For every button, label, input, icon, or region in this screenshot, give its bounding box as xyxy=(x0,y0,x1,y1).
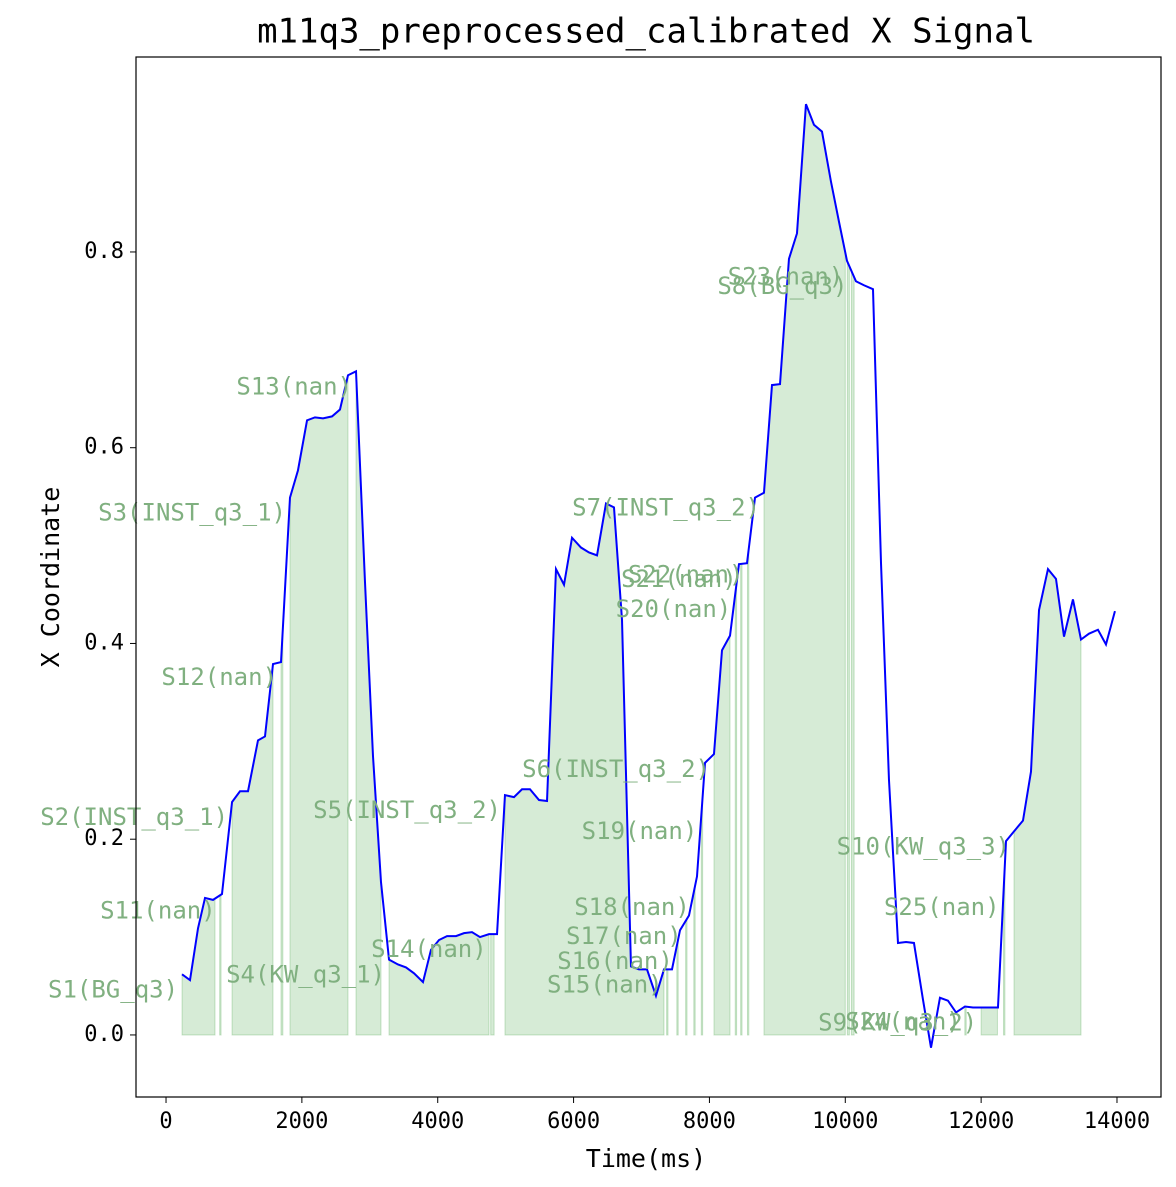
segment-label: S14(nan) xyxy=(371,935,487,963)
segment-label: S15(nan) xyxy=(547,970,663,998)
x-tick-label: 12000 xyxy=(948,1109,1014,1134)
segment-label: S20(nan) xyxy=(616,595,732,623)
segment-area xyxy=(685,916,688,1036)
segment-area xyxy=(666,968,669,1036)
segment-area xyxy=(740,563,743,1036)
segment-label: S19(nan) xyxy=(582,817,698,845)
segment-area xyxy=(850,270,855,1036)
y-axis-label: X Coordinate xyxy=(36,487,65,668)
segment-label: S24(nan) xyxy=(845,1008,961,1036)
x-tick-label: 10000 xyxy=(812,1109,878,1134)
segment-label: S9(KW_q3_2) xyxy=(818,1009,977,1037)
signal-line xyxy=(181,103,1116,1048)
segment-area xyxy=(289,375,349,1036)
segment-area xyxy=(763,103,846,1036)
x-tick-label: 2000 xyxy=(275,1109,328,1134)
segment-area xyxy=(490,933,495,1036)
segment-label: S18(nan) xyxy=(574,893,690,921)
segment-label: S11(nan) xyxy=(100,897,216,925)
x-tick-label: 6000 xyxy=(547,1109,600,1134)
segment-area xyxy=(676,939,679,1036)
segment-label: S8(BG_q3) xyxy=(717,272,847,300)
segment-label: S25(nan) xyxy=(884,893,1000,921)
segment-area xyxy=(219,893,222,1036)
segment-label: S23(nan) xyxy=(728,263,844,291)
segment-area xyxy=(693,885,696,1036)
segment-label: S12(nan) xyxy=(161,663,277,691)
segment-label: S22(nan) xyxy=(628,560,744,588)
segment-area xyxy=(713,635,731,1036)
segment-label: S2(INST_q3_1) xyxy=(40,803,228,831)
segment-label: S10(KW_q3_3) xyxy=(837,832,1010,860)
segment-label: S13(nan) xyxy=(236,372,352,400)
y-tick-label: 0.8 xyxy=(84,239,124,264)
plot-frame xyxy=(135,56,1162,1098)
y-tick-label: 0.2 xyxy=(84,826,124,851)
segment-area xyxy=(734,583,738,1036)
segment-area xyxy=(700,796,704,1036)
x-axis-label: Time(ms) xyxy=(586,1144,706,1173)
x-tick-label: 8000 xyxy=(683,1109,736,1134)
segment-label: S16(nan) xyxy=(557,947,673,975)
segment-label: S1(BG_q3) xyxy=(48,975,178,1003)
segment-label: S17(nan) xyxy=(566,922,682,950)
chart-title: m11q3_preprocessed_calibrated X Signal xyxy=(257,12,1035,52)
x-tick-label: 4000 xyxy=(411,1109,464,1134)
segment-label: S6(INST_q3_2) xyxy=(522,755,710,783)
segment-label: S3(INST_q3_1) xyxy=(98,499,286,527)
segment-label: S21(nan) xyxy=(621,565,737,593)
segment-area xyxy=(1013,567,1082,1036)
y-tick-label: 0.6 xyxy=(84,435,124,460)
segment-label: S7(INST_q3_2) xyxy=(572,494,760,522)
y-tick-label: 0.0 xyxy=(84,1022,124,1047)
x-tick-label: 14000 xyxy=(1084,1109,1150,1134)
segment-area xyxy=(746,548,750,1036)
segment-area xyxy=(846,261,850,1036)
y-tick-label: 0.4 xyxy=(84,630,124,655)
x-tick-label: 0 xyxy=(159,1109,172,1134)
segment-area xyxy=(980,1007,998,1036)
segment-label: S5(INST_q3_2) xyxy=(313,796,501,824)
segment-label: S4(KW_q3_1) xyxy=(226,961,385,989)
